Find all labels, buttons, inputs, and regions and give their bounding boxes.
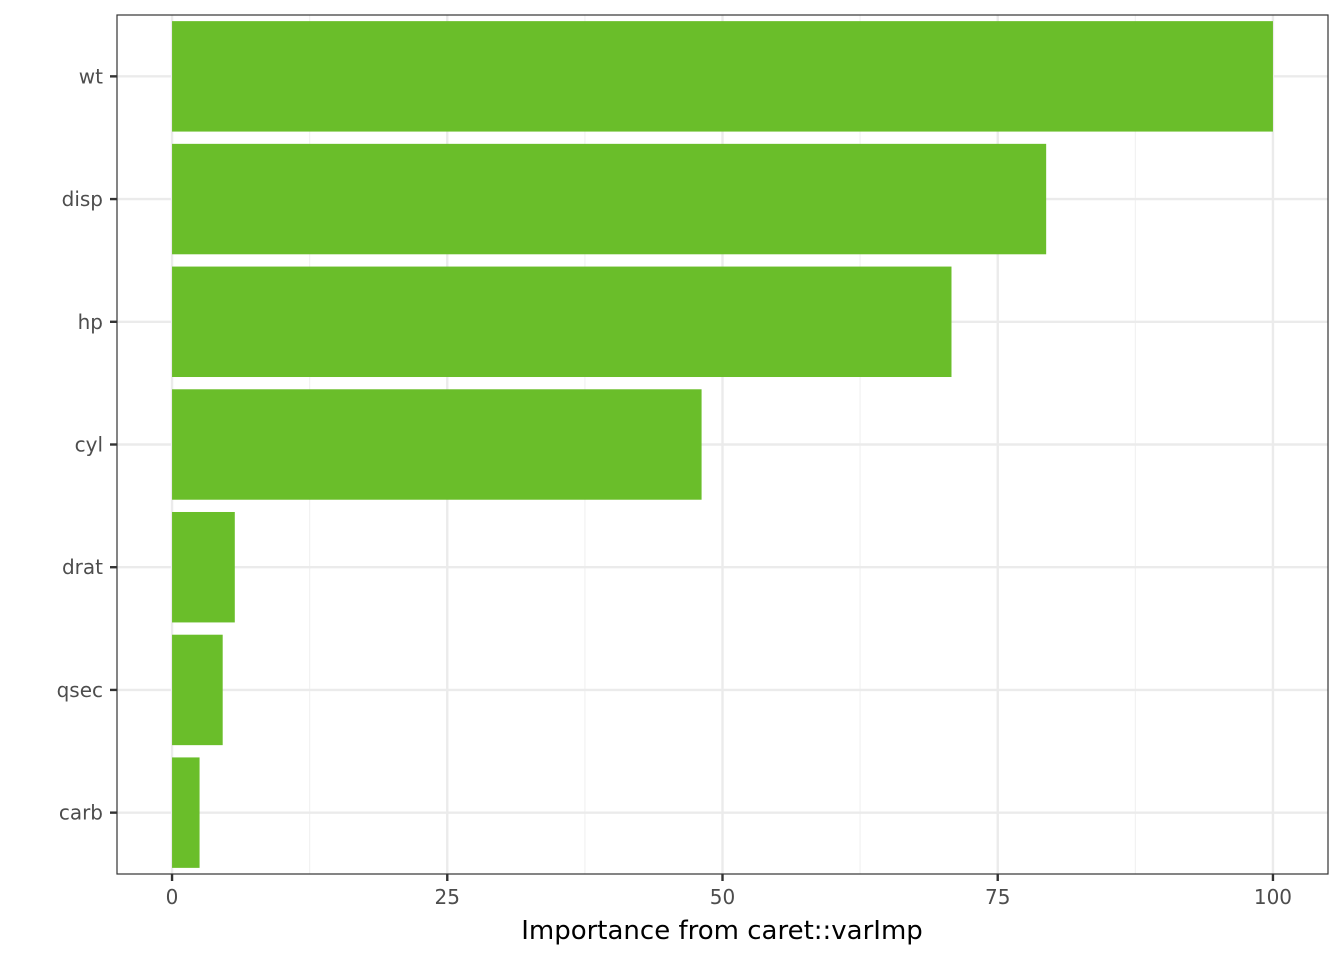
- x-axis-title: Importance from caret::varImp: [521, 916, 923, 946]
- bars: [172, 21, 1273, 868]
- bar-hp: [172, 266, 952, 378]
- y-tick-label: wt: [79, 64, 103, 88]
- y-tick-label: hp: [78, 310, 103, 334]
- y-tick-label: drat: [62, 555, 103, 579]
- x-tick-label: 75: [985, 885, 1010, 909]
- bar-qsec: [172, 634, 223, 746]
- bar-wt: [172, 21, 1273, 132]
- bar-drat: [172, 511, 235, 623]
- y-tick-label: carb: [59, 801, 103, 825]
- x-tick-label: 25: [435, 885, 460, 909]
- bar-carb: [172, 757, 200, 868]
- y-tick-label: qsec: [57, 678, 103, 702]
- x-axis-ticks: 0 25 50 75 100: [166, 874, 1292, 909]
- y-tick-label: disp: [62, 187, 103, 211]
- x-tick-label: 100: [1254, 885, 1292, 909]
- x-tick-label: 0: [166, 885, 179, 909]
- bar-disp: [172, 143, 1047, 255]
- y-axis-ticks: wt disp hp cyl drat qsec carb: [57, 64, 117, 825]
- bar-cyl: [172, 389, 702, 500]
- x-tick-label: 50: [710, 885, 735, 909]
- y-tick-label: cyl: [75, 433, 103, 457]
